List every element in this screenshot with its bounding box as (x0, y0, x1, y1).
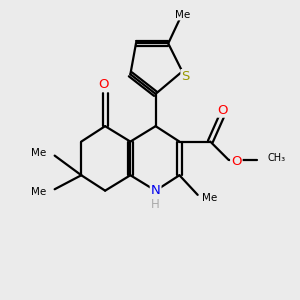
Text: Me: Me (31, 187, 46, 196)
Text: S: S (182, 70, 190, 83)
Text: Me: Me (202, 193, 217, 203)
Text: Me: Me (175, 10, 190, 20)
Text: Me: Me (31, 148, 46, 158)
Text: O: O (218, 104, 228, 117)
Text: O: O (231, 155, 242, 168)
Text: N: N (151, 184, 160, 197)
Text: CH₃: CH₃ (268, 153, 286, 164)
Text: H: H (151, 198, 160, 211)
Text: O: O (98, 78, 109, 91)
